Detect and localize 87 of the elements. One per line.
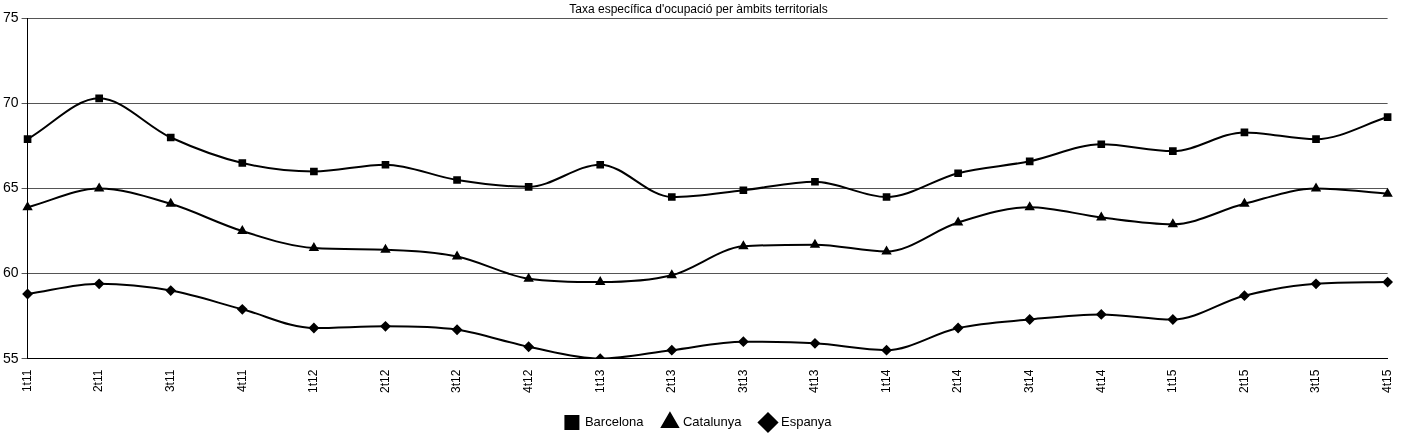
point [953, 217, 963, 226]
point [237, 226, 247, 235]
point [1239, 198, 1249, 207]
point [881, 345, 892, 356]
point [1312, 135, 1320, 144]
legend-label: Espanya [780, 414, 833, 430]
x-tick-label: 1t12 [306, 369, 321, 393]
point [380, 321, 391, 332]
x-tick-label: 2t12 [377, 369, 392, 393]
point [238, 159, 247, 167]
point [1169, 147, 1177, 155]
point [1025, 202, 1035, 211]
x-tick-label: 1t13 [592, 369, 607, 393]
x-tick-label: 2t13 [664, 369, 679, 393]
point [166, 133, 175, 142]
x-tick-label: 4t12 [520, 369, 535, 393]
point [165, 285, 176, 296]
point [809, 338, 820, 349]
x-tick-label: 3t11 [163, 369, 178, 393]
legend-label: Catalunya [682, 414, 743, 430]
legend-label: Barcelona [584, 414, 645, 430]
point [1239, 290, 1250, 301]
point [381, 160, 390, 169]
point [237, 304, 248, 315]
point [1097, 140, 1106, 149]
point [666, 345, 677, 356]
point [23, 135, 32, 144]
point [1168, 219, 1178, 228]
point [453, 176, 461, 184]
x-tick-label: 1t14 [878, 369, 893, 393]
point [1096, 212, 1106, 221]
point [596, 160, 605, 169]
point [310, 167, 318, 176]
x-tick-label: 4t14 [1093, 369, 1108, 393]
y-tick-label: 55 [2, 349, 19, 366]
point [452, 324, 463, 335]
point [1383, 113, 1392, 121]
x-tick-label: 4t15 [1379, 369, 1394, 393]
x-tick-label: 3t14 [1022, 369, 1037, 393]
point [1383, 188, 1393, 197]
point [738, 336, 749, 347]
point [954, 169, 962, 178]
chart-title: Taxa específica d'ocupació per àmbits territorials [569, 1, 828, 16]
point [524, 182, 533, 191]
point [1382, 277, 1393, 288]
x-tick-label: 4t11 [234, 369, 249, 393]
point [452, 251, 462, 260]
point [667, 193, 676, 201]
x-tick-label: 4t13 [807, 369, 822, 393]
point [94, 183, 104, 192]
x-tick-label: 1t15 [1165, 369, 1180, 393]
point [523, 341, 534, 352]
y-tick-label: 60 [2, 264, 19, 281]
x-tick-label: 3t13 [735, 369, 750, 393]
point [94, 278, 105, 289]
x-tick-label: 3t15 [1308, 369, 1323, 393]
point [1025, 157, 1034, 166]
point [1096, 309, 1107, 320]
x-tick-label: 2t15 [1236, 369, 1251, 393]
point [23, 202, 33, 211]
point [1024, 314, 1035, 325]
point [1311, 183, 1321, 192]
point [953, 323, 964, 334]
y-tick-label: 75 [2, 9, 19, 26]
point [308, 323, 319, 334]
point [1311, 278, 1322, 289]
point [811, 177, 819, 186]
point [739, 186, 748, 195]
point [1167, 314, 1178, 325]
y-tick-label: 65 [2, 179, 19, 196]
point [595, 277, 605, 286]
y-tick-label: 70 [2, 94, 19, 111]
point [22, 289, 33, 299]
x-tick-label: 3t12 [449, 369, 464, 393]
point [882, 193, 891, 201]
x-tick-label: 1t11 [19, 369, 34, 393]
point [381, 244, 390, 253]
point [738, 241, 748, 250]
point [667, 270, 677, 279]
point [309, 243, 319, 252]
point [810, 239, 820, 248]
point [524, 273, 534, 282]
x-tick-label: 2t14 [950, 369, 965, 393]
x-tick-label: 2t11 [91, 369, 106, 393]
point [882, 246, 891, 255]
point [166, 198, 176, 207]
point [95, 94, 103, 103]
